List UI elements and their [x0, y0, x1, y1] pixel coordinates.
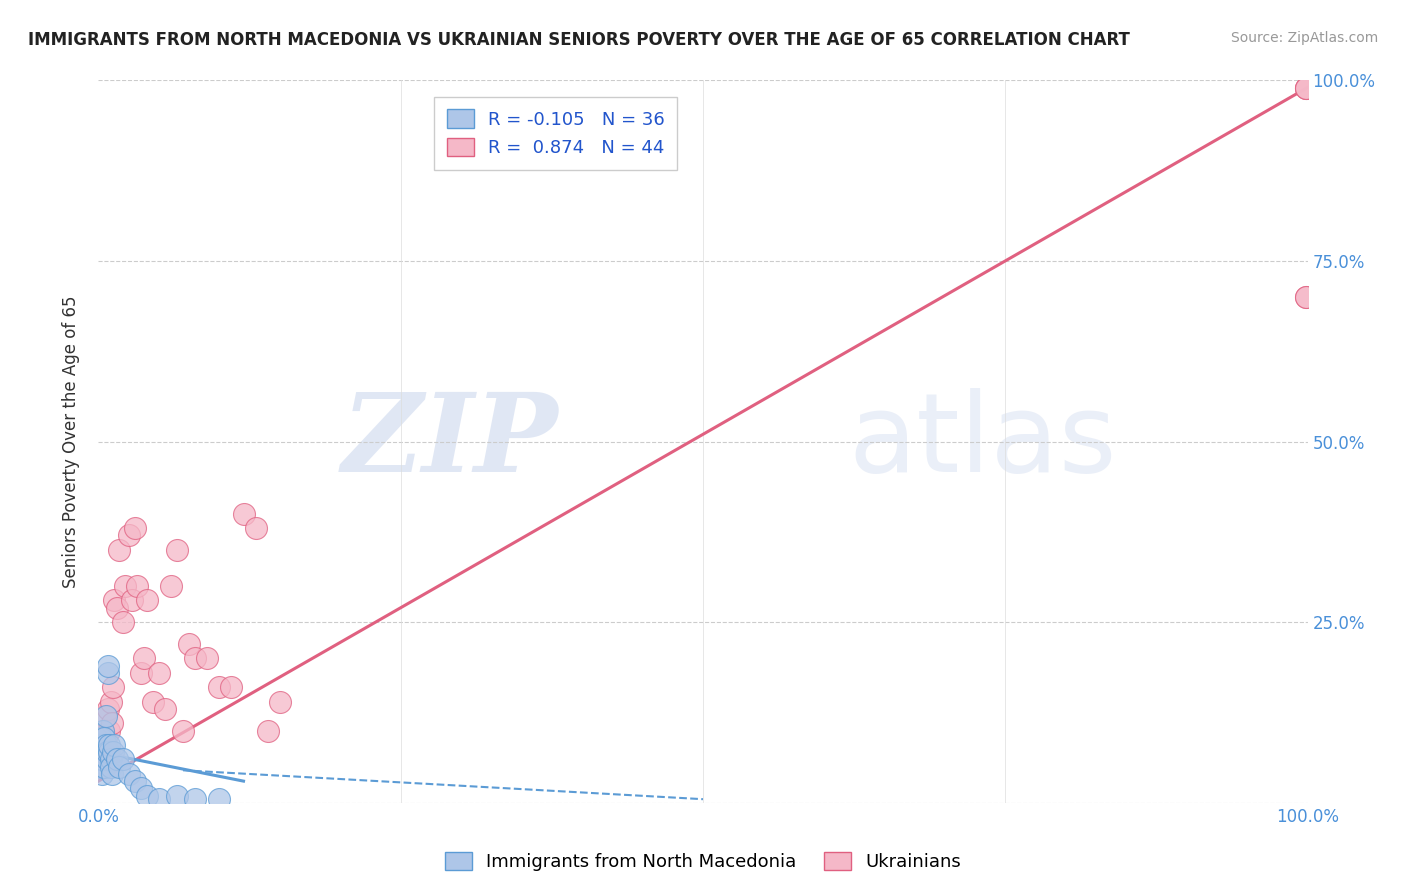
- Text: IMMIGRANTS FROM NORTH MACEDONIA VS UKRAINIAN SENIORS POVERTY OVER THE AGE OF 65 : IMMIGRANTS FROM NORTH MACEDONIA VS UKRAI…: [28, 31, 1130, 49]
- Point: [89, 752, 111, 766]
- Point: [114, 579, 136, 593]
- Point: [148, 665, 170, 680]
- Point: [108, 760, 131, 774]
- Point: [111, 752, 134, 766]
- Point: [129, 665, 152, 680]
- Point: [91, 738, 114, 752]
- Point: [98, 745, 121, 759]
- Point: [108, 542, 131, 557]
- Point: [93, 731, 115, 745]
- Point: [1295, 80, 1317, 95]
- Point: [148, 792, 170, 806]
- Point: [166, 542, 188, 557]
- Point: [118, 528, 141, 542]
- Point: [184, 651, 207, 665]
- Point: [91, 752, 114, 766]
- Point: [97, 665, 120, 680]
- Point: [91, 738, 114, 752]
- Point: [1295, 290, 1317, 304]
- Point: [134, 651, 156, 665]
- Point: [172, 723, 194, 738]
- Point: [256, 723, 278, 738]
- Point: [124, 774, 146, 789]
- Point: [121, 593, 143, 607]
- Point: [1295, 80, 1317, 95]
- Point: [91, 723, 114, 738]
- Point: [153, 702, 176, 716]
- Point: [101, 745, 124, 759]
- Point: [127, 579, 149, 593]
- Text: ZIP: ZIP: [342, 388, 558, 495]
- Point: [91, 745, 114, 759]
- Point: [118, 767, 141, 781]
- Point: [96, 745, 118, 759]
- Point: [184, 792, 207, 806]
- Point: [103, 738, 125, 752]
- Legend: Immigrants from North Macedonia, Ukrainians: Immigrants from North Macedonia, Ukraini…: [437, 845, 969, 879]
- Point: [98, 723, 121, 738]
- Point: [142, 695, 165, 709]
- Point: [100, 695, 122, 709]
- Point: [90, 745, 112, 759]
- Point: [90, 760, 112, 774]
- Point: [91, 723, 114, 738]
- Point: [100, 716, 122, 731]
- Point: [135, 789, 157, 803]
- Point: [221, 680, 243, 694]
- Point: [195, 651, 218, 665]
- Point: [208, 792, 231, 806]
- Point: [100, 760, 122, 774]
- Text: atlas: atlas: [848, 388, 1116, 495]
- Point: [100, 752, 122, 766]
- Y-axis label: Seniors Poverty Over the Age of 65: Seniors Poverty Over the Age of 65: [62, 295, 80, 588]
- Point: [103, 593, 125, 607]
- Point: [1295, 290, 1317, 304]
- Point: [90, 731, 112, 745]
- Point: [100, 767, 122, 781]
- Point: [111, 615, 134, 630]
- Point: [179, 637, 201, 651]
- Point: [245, 521, 267, 535]
- Point: [269, 695, 291, 709]
- Point: [93, 709, 115, 723]
- Point: [135, 593, 157, 607]
- Point: [129, 781, 152, 796]
- Point: [160, 579, 183, 593]
- Point: [124, 521, 146, 535]
- Point: [89, 752, 111, 766]
- Point: [91, 767, 114, 781]
- Point: [90, 760, 112, 774]
- Point: [93, 760, 115, 774]
- Point: [105, 600, 128, 615]
- Point: [105, 752, 128, 766]
- Point: [94, 738, 117, 752]
- Point: [96, 745, 118, 759]
- Point: [94, 731, 117, 745]
- Point: [101, 680, 124, 694]
- Text: Source: ZipAtlas.com: Source: ZipAtlas.com: [1230, 31, 1378, 45]
- Point: [232, 507, 254, 521]
- Point: [1295, 80, 1317, 95]
- Point: [96, 752, 118, 766]
- Legend: R = -0.105   N = 36, R =  0.874   N = 44: R = -0.105 N = 36, R = 0.874 N = 44: [434, 96, 678, 169]
- Point: [98, 738, 121, 752]
- Point: [166, 789, 188, 803]
- Point: [97, 702, 120, 716]
- Point: [208, 680, 231, 694]
- Point: [89, 738, 111, 752]
- Point: [94, 709, 117, 723]
- Point: [97, 658, 120, 673]
